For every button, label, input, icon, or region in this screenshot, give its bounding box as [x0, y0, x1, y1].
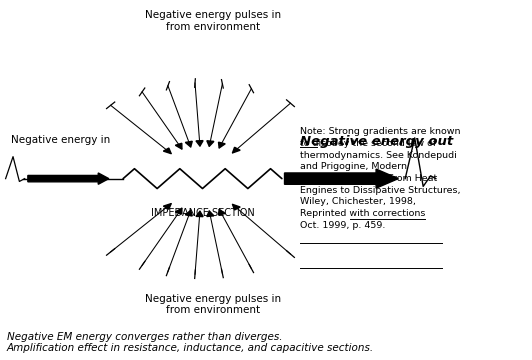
- Polygon shape: [196, 141, 203, 146]
- Polygon shape: [196, 211, 203, 217]
- Polygon shape: [219, 142, 225, 148]
- Polygon shape: [232, 147, 240, 153]
- Polygon shape: [176, 143, 182, 149]
- FancyArrow shape: [285, 169, 398, 188]
- Text: Negative EM energy converges rather than diverges.
Amplification effect in resis: Negative EM energy converges rather than…: [7, 332, 374, 354]
- Polygon shape: [219, 209, 225, 215]
- Text: Negative energy in: Negative energy in: [11, 135, 110, 145]
- Text: Negative energy out: Negative energy out: [301, 135, 454, 148]
- Polygon shape: [185, 141, 192, 147]
- Text: Negative energy pulses in
from environment: Negative energy pulses in from environme…: [145, 10, 281, 32]
- Polygon shape: [207, 141, 214, 146]
- Text: Negative energy pulses in
from environment: Negative energy pulses in from environme…: [145, 294, 281, 315]
- Text: Note: Strong gradients are known
to disobey the second law of
thermodynamics. Se: Note: Strong gradients are known to diso…: [301, 127, 461, 230]
- Text: IMPEDANCE SECTION: IMPEDANCE SECTION: [151, 208, 254, 218]
- Polygon shape: [232, 204, 240, 210]
- Polygon shape: [176, 208, 182, 214]
- Polygon shape: [185, 210, 192, 216]
- FancyArrow shape: [28, 173, 109, 184]
- Polygon shape: [207, 211, 214, 216]
- Polygon shape: [163, 148, 171, 154]
- Polygon shape: [163, 204, 171, 209]
